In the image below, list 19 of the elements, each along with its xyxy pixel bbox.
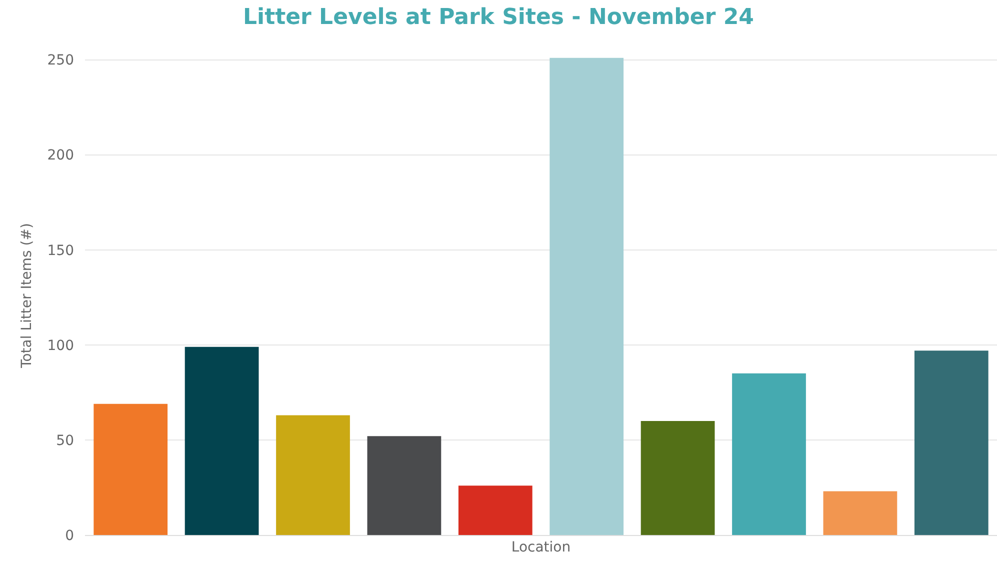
bar xyxy=(276,415,350,535)
y-axis-title: Total Litter Items (#) xyxy=(18,223,35,369)
bar xyxy=(732,373,806,535)
chart-title: Litter Levels at Park Sites - November 24 xyxy=(243,4,754,30)
y-tick-label: 50 xyxy=(56,432,74,449)
y-tick-label: 250 xyxy=(47,52,74,69)
y-tick-label: 150 xyxy=(47,242,74,259)
y-tick-label: 100 xyxy=(47,338,74,354)
bar xyxy=(458,486,532,535)
bar xyxy=(367,436,442,535)
bar xyxy=(94,404,168,535)
bar xyxy=(640,420,715,535)
y-tick-label: 200 xyxy=(47,148,74,164)
bar xyxy=(823,491,898,535)
y-tick-label: 0 xyxy=(65,528,74,544)
bar xyxy=(184,346,259,535)
bar xyxy=(914,350,988,535)
x-axis-title: Location xyxy=(511,540,571,556)
bar xyxy=(550,58,624,535)
